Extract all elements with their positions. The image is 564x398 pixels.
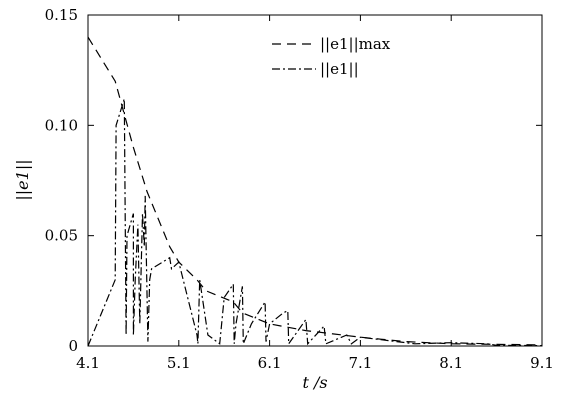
- legend-label-actual: ||e1||: [320, 60, 359, 78]
- y-tick-label: 0: [68, 337, 78, 355]
- y-tick-label: 0.15: [45, 6, 78, 24]
- x-tick-label: 4.1: [76, 354, 100, 372]
- legend: ||e1||max ||e1||: [272, 35, 391, 78]
- series-line-actual: [87, 98, 543, 347]
- x-axis-ticks: 4.1 5.1 6.1 7.1 8.1 9.1: [76, 15, 554, 372]
- plot-frame: [87, 14, 543, 347]
- y-axis-ticks: 0 0.05 0.10 0.15: [45, 6, 542, 355]
- series-layer: [87, 36, 543, 347]
- x-tick-label: 6.1: [258, 354, 282, 372]
- y-tick-label: 0.05: [45, 227, 78, 245]
- y-axis-title: ||e1||: [13, 159, 32, 200]
- y-tick-label: 0.10: [45, 116, 78, 134]
- legend-label-max: ||e1||max: [320, 35, 391, 53]
- x-axis-title: t /s: [302, 373, 327, 392]
- x-tick-label: 7.1: [348, 354, 372, 372]
- x-tick-label: 5.1: [167, 354, 191, 372]
- x-tick-label: 9.1: [530, 354, 554, 372]
- x-tick-label: 8.1: [439, 354, 463, 372]
- series-line-max: [87, 36, 543, 346]
